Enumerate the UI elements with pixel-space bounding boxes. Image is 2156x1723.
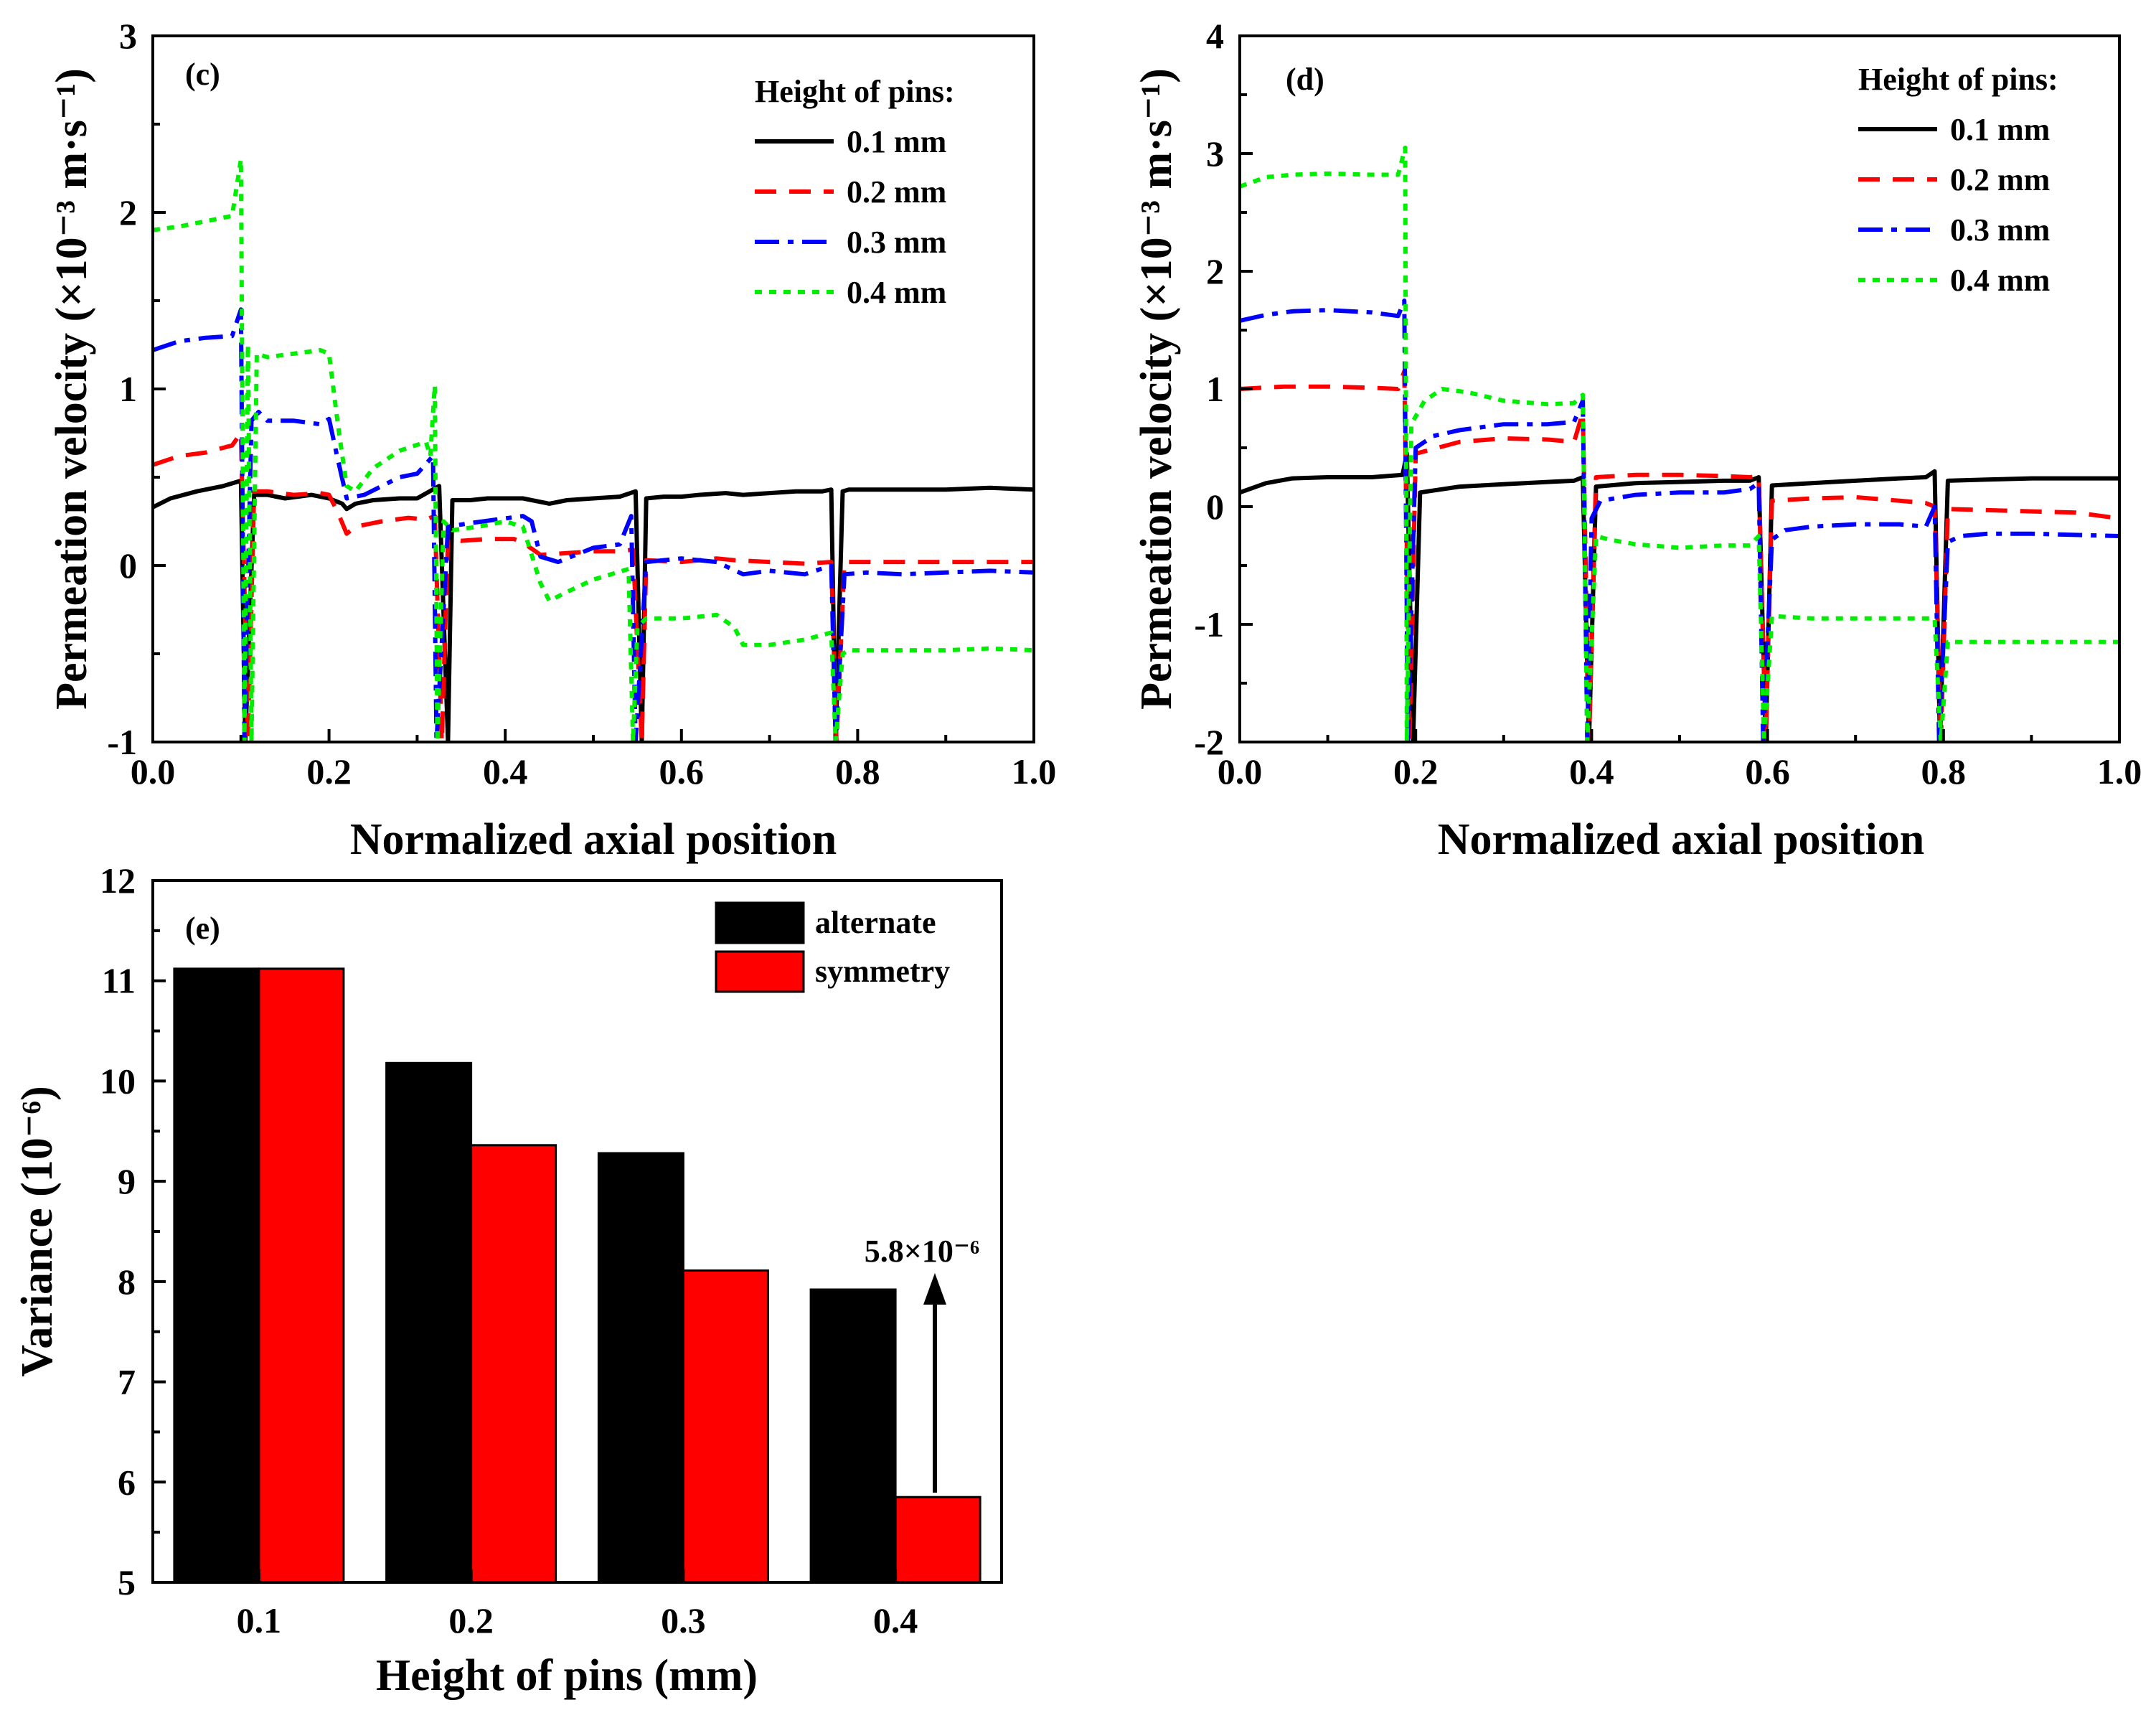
- panel-d-x-tick-label: 0.6: [1745, 751, 1790, 792]
- panel-e-y-tick-label: 8: [118, 1262, 136, 1302]
- panel-e-x-tick-label: 0.2: [448, 1600, 494, 1640]
- panel-d-legend: Height of pins: 0.1 mm 0.2 mm 0.3 mm 0.4 mm: [1858, 62, 2058, 298]
- panel-c-ticks: 0.0 0.2 0.4 0.6 0.8 1.0 -1 0 1 2 3: [107, 16, 1056, 792]
- annotation-text: 5.8×10⁻⁶: [865, 1234, 980, 1269]
- panel-c-y-tick-label: 3: [119, 16, 137, 56]
- panel-c-x-tick-label: 0.8: [835, 751, 880, 792]
- bar-alternate-0.1: [173, 967, 260, 1584]
- panel-c-label: (c): [185, 57, 220, 92]
- panel-c-x-tick-label: 1.0: [1012, 751, 1057, 792]
- panel-e-bars: [173, 967, 982, 1584]
- panel-e-y-tick-label: 10: [100, 1061, 136, 1101]
- panel-c-y-axis-title: Permeation velocity (×10⁻³ m·s⁻¹): [47, 68, 96, 710]
- panel-e-x-tick-label: 0.3: [661, 1600, 706, 1640]
- panel-d-ticks: 0.0 0.2 0.4 0.6 0.8 1.0 -2 -1 0 1 2 3 4: [1194, 16, 2142, 792]
- panel-e-y-axis-title: Variance (10⁻⁶): [13, 1086, 62, 1376]
- panel-c-legend-label: 0.2 mm: [847, 174, 946, 210]
- bar-alternate-0.2: [385, 1061, 473, 1584]
- panel-c-series-0.1-mm: [153, 478, 1034, 742]
- panel-d-series-lines: [1240, 145, 2119, 742]
- panel-d-legend-label: 0.2 mm: [1950, 162, 2050, 197]
- bar-alternate-0.3: [597, 1152, 684, 1584]
- panel-d-x-tick-label: 0.2: [1393, 751, 1439, 792]
- panel-d-y-tick-label: 2: [1206, 251, 1224, 291]
- bar-symmetry-0.4: [894, 1496, 982, 1584]
- panel-e-x-axis-title: Height of pins (mm): [376, 1651, 758, 1700]
- panel-c-y-tick-label: 2: [119, 192, 137, 233]
- panel-d-x-tick-label: 0.4: [1569, 751, 1614, 792]
- panel-d-y-tick-label: -1: [1194, 604, 1224, 644]
- panel-d-legend-label: 0.1 mm: [1950, 112, 2050, 147]
- panel-d-y-tick-label: 1: [1206, 369, 1224, 409]
- panel-d-legend-title: Height of pins:: [1858, 62, 2058, 97]
- panel-e-annotation: 5.8×10⁻⁶: [865, 1234, 980, 1493]
- panel-e-legend-swatch: [715, 901, 805, 944]
- panel-c-y-tick-label: -1: [107, 722, 137, 762]
- panel-e-y-tick-label: 9: [118, 1161, 136, 1201]
- panel-c-y-tick-label: 1: [119, 369, 137, 409]
- panel-c-x-tick-label: 0.4: [483, 751, 528, 792]
- panel-e-legend: alternate symmetry: [715, 901, 950, 993]
- panel-c-legend-label: 0.1 mm: [847, 124, 946, 159]
- panel-d-series-0.1-mm: [1240, 451, 2119, 742]
- panel-e-y-tick-label: 5: [118, 1562, 136, 1602]
- panel-c-series-lines: [153, 157, 1034, 742]
- panel-c-legend-title: Height of pins:: [755, 74, 955, 109]
- panel-e-legend-swatch: [715, 950, 805, 993]
- panel-e-x-tick-label: 0.1: [237, 1600, 282, 1640]
- panel-e-ticks: 0.1 0.2 0.3 0.4 5 6 7 8 9 10 11 12: [100, 860, 918, 1640]
- panel-d-x-tick-label: 1.0: [2097, 751, 2142, 792]
- panel-e-bar-chart: 0.1 0.2 0.3 0.4 5 6 7 8 9 10 11 12 (e) Height of pi…: [13, 860, 1003, 1700]
- bar-symmetry-0.1: [258, 967, 345, 1584]
- panel-c-series-0.2-mm: [153, 431, 1034, 742]
- panel-e-y-tick-label: 11: [102, 961, 136, 1001]
- panel-e-legend-label: symmetry: [815, 954, 950, 989]
- panel-c-legend-label: 0.3 mm: [847, 225, 946, 260]
- panel-e-y-tick-label: 7: [118, 1362, 136, 1402]
- panel-d-x-axis-title: Normalized axial position: [1438, 815, 1925, 864]
- panel-d-line-chart: 0.0 0.2 0.4 0.6 0.8 1.0 -2 -1 0 1 2 3 4 (d) Normaliz…: [1132, 16, 2142, 864]
- panel-c-series-0.3-mm: [153, 307, 1034, 742]
- panel-c-x-axis-title: Normalized axial position: [350, 815, 837, 864]
- panel-d-x-tick-label: 0.8: [1921, 751, 1967, 792]
- panel-d-label: (d): [1286, 62, 1324, 97]
- bar-symmetry-0.2: [470, 1144, 557, 1584]
- bar-symmetry-0.3: [682, 1269, 769, 1584]
- panel-d-y-tick-label: 4: [1206, 16, 1224, 56]
- panel-d-series-0.3-mm: [1240, 299, 2119, 742]
- panel-d-y-axis-title: Permeation velocity (×10⁻³ m·s⁻¹): [1132, 68, 1181, 710]
- panel-d-y-tick-label: 3: [1206, 133, 1224, 174]
- panel-e-x-tick-label: 0.4: [873, 1600, 918, 1640]
- panel-e-label: (e): [185, 911, 220, 946]
- annotation-arrow-head: [923, 1273, 946, 1305]
- panel-d-y-tick-label: -2: [1194, 722, 1224, 762]
- panel-c-legend-label: 0.4 mm: [847, 275, 946, 310]
- panel-d-legend-label: 0.4 mm: [1950, 263, 2050, 298]
- panel-d-y-tick-label: 0: [1206, 487, 1224, 527]
- panel-c-x-tick-label: 0.6: [659, 751, 705, 792]
- panel-d-series-0.2-mm: [1240, 369, 2119, 742]
- panel-c-x-tick-label: 0.0: [131, 751, 176, 792]
- panel-e-legend-label: alternate: [815, 905, 936, 940]
- panel-d-x-tick-label: 0.0: [1218, 751, 1263, 792]
- panel-c-series-0.4-mm: [153, 157, 1034, 742]
- panel-d-legend-label: 0.3 mm: [1950, 212, 2050, 248]
- panel-d-series-0.4-mm: [1240, 145, 2119, 742]
- panel-e-y-tick-label: 6: [118, 1462, 136, 1502]
- panel-c-line-chart: 0.0 0.2 0.4 0.6 0.8 1.0 -1 0 1 2 3 (c) Normalized …: [47, 16, 1056, 864]
- panel-c-legend: Height of pins: 0.1 mm 0.2 mm 0.3 mm 0.4 mm: [755, 74, 955, 310]
- panel-c-x-tick-label: 0.2: [306, 751, 352, 792]
- bar-alternate-0.4: [809, 1288, 897, 1584]
- panel-e-y-tick-label: 12: [100, 860, 136, 901]
- panel-c-y-tick-label: 0: [119, 545, 137, 586]
